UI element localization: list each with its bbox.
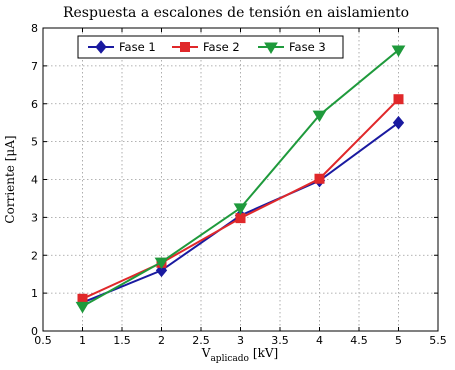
legend-marker [180,42,190,52]
legend: Fase 1 Fase 2 Fase 3 [77,35,344,59]
x-tick-label: 5 [395,334,402,347]
legend-item: Fase 3 [258,40,326,54]
legend-label: Fase 3 [289,40,326,54]
x-tick-label: 3.5 [271,334,289,347]
legend-box [77,35,344,59]
data-point [75,301,90,314]
chart-title: Respuesta a escalones de tensión en aisl… [63,5,409,21]
x-tick-label: 2.5 [192,334,210,347]
y-tick-label: 3 [31,211,38,224]
data-point [312,110,327,123]
data-point [233,203,248,215]
x-tick-label: 1.5 [113,334,131,347]
legend-label: Fase 2 [203,40,240,54]
data-point [235,213,246,224]
y-tick-label: 0 [31,325,38,338]
y-tick-label: 6 [31,98,38,111]
x-axis-label-sub: aplicado [210,354,248,364]
data-point [393,94,404,105]
y-tick-label: 8 [31,22,38,35]
legend-item: Fase 2 [172,40,240,54]
y-tick-label: 1 [31,287,38,300]
data-point [391,45,406,57]
y-axis-label: Corriente [μA] [3,135,17,223]
data-point [392,115,405,130]
tick-layer: 0.5 1 1.5 2 2.5 3 3.5 4 4.5 5 5.5 0 1 2 3 4 5 6 7 8 [31,22,447,347]
legend-label: Fase 1 [119,40,156,54]
legend-marker [95,40,107,54]
y-tick-label: 7 [31,60,38,73]
legend-item: Fase 1 [88,40,156,54]
data-point [314,173,325,184]
data-point [154,257,169,270]
grid [43,28,438,331]
y-tick-label: 2 [31,249,38,262]
x-axis-label-main: V [201,346,211,360]
legend-marker [264,42,278,54]
x-tick-label: 5.5 [429,334,447,347]
series-layer [75,45,406,314]
x-axis-label: Vaplicado [kV] [201,346,278,364]
series-fase-3 [75,45,406,314]
x-tick-label: 1 [79,334,86,347]
x-axis-label-unit: [kV] [253,346,278,360]
x-tick-label: 3 [237,334,244,347]
y-tick-label: 4 [31,174,38,187]
x-tick-label: 2 [158,334,165,347]
x-tick-label: 4.5 [350,334,368,347]
x-tick-label: 4 [316,334,323,347]
y-tick-label: 5 [31,136,38,149]
x-tick-label: 0.5 [34,334,52,347]
